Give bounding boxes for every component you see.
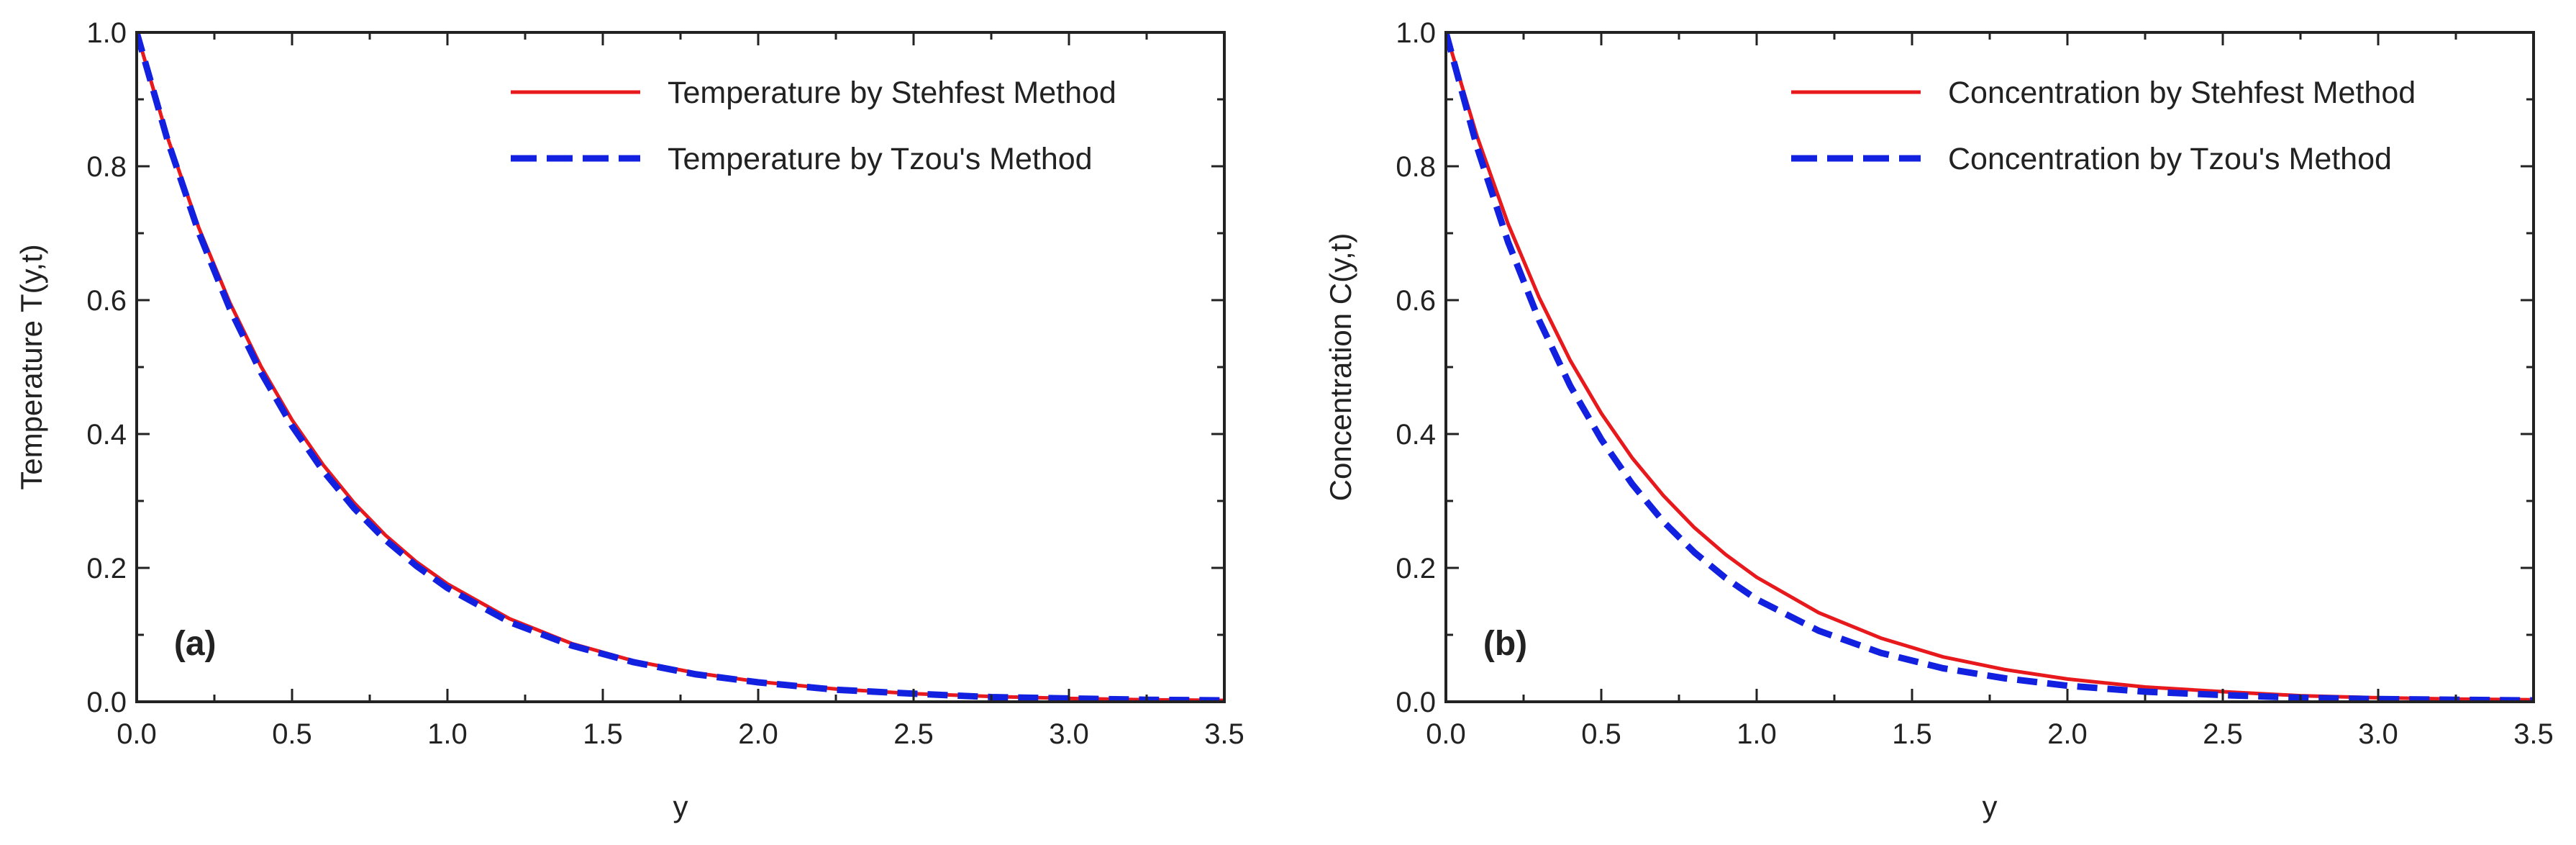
plot-frame	[1444, 31, 2535, 703]
legend-label: Temperature by Stehfest Method	[668, 76, 1116, 110]
x-tick-label: 3.5	[2513, 718, 2554, 750]
x-axis-title: y	[1983, 790, 1998, 823]
panel-label: (b)	[1483, 625, 1527, 663]
plot-frame	[135, 31, 1226, 703]
y-tick-label: 0.4	[86, 419, 127, 451]
series-line-stehfest	[1446, 32, 2534, 702]
x-tick-label: 0.0	[1426, 718, 1466, 750]
x-tick-label: 0.5	[272, 718, 312, 750]
y-tick-label: 0.2	[1396, 553, 1436, 584]
x-tick-label: 1.5	[1892, 718, 1932, 750]
panel-b: 0.0 0.5 1.0 1.5 2.0 2.5 3.0 3.5 0.0 0.2 0.4 0.6 0.8 1…	[1324, 17, 2554, 823]
legend-label: Temperature by Tzou's Method	[668, 142, 1093, 176]
x-tick-label: 1.0	[1737, 718, 1777, 750]
panel-a: 0.0 0.5 1.0 1.5 2.0 2.5 3.0 3.5 0.0 0.2 0.4 0.6 0.8 1…	[14, 17, 1244, 823]
y-tick-label: 0.6	[1396, 285, 1436, 317]
x-tick-label: 3.0	[1049, 718, 1089, 750]
y-tick-label: 0.6	[86, 285, 127, 317]
x-axis-title: y	[673, 790, 688, 823]
y-tick-label: 0.2	[86, 553, 127, 584]
x-tick-label: 2.0	[738, 718, 778, 750]
y-tick-label: 0.0	[86, 687, 127, 718]
series-line-tzou	[137, 32, 1224, 702]
x-tick-label: 0.0	[117, 718, 157, 750]
y-tick-label: 0.4	[1396, 419, 1436, 451]
x-tick-label: 3.0	[2358, 718, 2398, 750]
series-line-tzou	[1446, 32, 2534, 702]
y-tick-label: 0.8	[1396, 151, 1436, 183]
y-tick-label: 0.0	[1396, 687, 1436, 718]
y-axis-title: Temperature T(y,t)	[14, 244, 48, 490]
y-tick-label: 0.8	[86, 151, 127, 183]
x-tick-label: 3.5	[1204, 718, 1244, 750]
x-tick-label: 2.5	[2203, 718, 2243, 750]
x-tick-label: 1.5	[583, 718, 623, 750]
y-axis-title: Concentration C(y,t)	[1324, 233, 1357, 502]
x-tick-label: 2.0	[2047, 718, 2088, 750]
panel-label: (a)	[174, 625, 217, 663]
legend-label: Concentration by Tzou's Method	[1948, 142, 2392, 176]
x-tick-label: 0.5	[1581, 718, 1621, 750]
x-tick-label: 2.5	[893, 718, 934, 750]
legend-label: Concentration by Stehfest Method	[1948, 76, 2416, 110]
series-line-stehfest	[137, 32, 1224, 702]
y-tick-label: 1.0	[86, 17, 127, 49]
y-tick-label: 1.0	[1396, 17, 1436, 49]
x-tick-label: 1.0	[427, 718, 468, 750]
